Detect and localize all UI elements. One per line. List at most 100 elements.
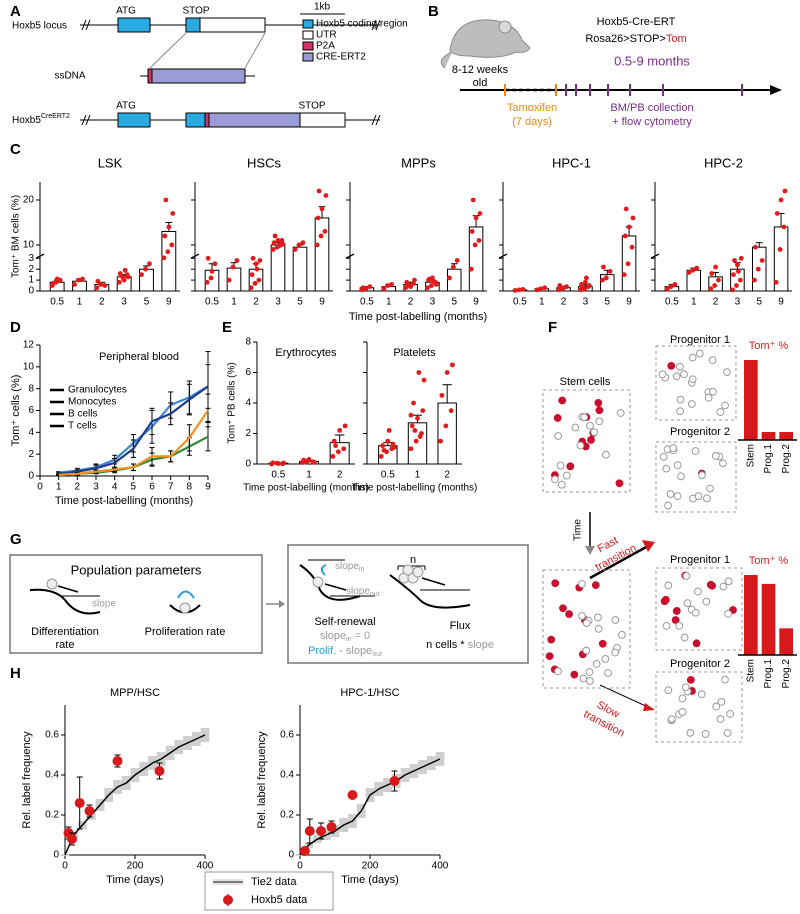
y-tick-label: 0.2 bbox=[45, 810, 59, 821]
slope-sub: out bbox=[370, 591, 380, 598]
data-point bbox=[326, 822, 337, 832]
cell bbox=[669, 444, 678, 452]
cell bbox=[594, 398, 603, 407]
data-point bbox=[412, 428, 418, 433]
tamoxifen-label: Tamoxifen bbox=[507, 102, 557, 114]
slope-out: slopeout bbox=[346, 586, 380, 598]
x-tick-label: 2 bbox=[444, 470, 450, 481]
x-tick-label: 5 bbox=[756, 297, 762, 308]
cell bbox=[686, 728, 695, 737]
y-tick-label: 1 bbox=[28, 275, 34, 286]
data-point bbox=[161, 255, 167, 261]
x-tick-label: 5 bbox=[451, 297, 457, 308]
x-tick-label: Prog.2 bbox=[781, 659, 792, 689]
data-point bbox=[304, 826, 315, 836]
data-point bbox=[443, 423, 449, 429]
data-point bbox=[272, 233, 278, 239]
knockin-sup: CreERT2 bbox=[41, 113, 70, 120]
cell bbox=[601, 655, 610, 663]
y-tick-label: 2 bbox=[28, 264, 34, 275]
x-tick-label: 2 bbox=[408, 297, 414, 308]
cell bbox=[594, 624, 603, 633]
stop-label: STOP bbox=[298, 101, 325, 112]
y-tick-label: 4 bbox=[245, 398, 251, 409]
y-tick-label: 0 bbox=[53, 850, 59, 861]
y-tick-label: 0 bbox=[28, 286, 34, 297]
exon bbox=[117, 17, 151, 33]
data-point bbox=[118, 273, 124, 279]
data-point bbox=[306, 457, 312, 462]
cell bbox=[616, 409, 625, 417]
data-point bbox=[534, 287, 540, 293]
data-point bbox=[342, 423, 348, 429]
x-tick-label: 0.5 bbox=[205, 297, 219, 308]
data-point bbox=[433, 282, 439, 287]
x-axis-label: Time post-labelling (months) bbox=[349, 311, 487, 323]
eq-sub: in bbox=[346, 636, 352, 643]
x-tick-label: 1 bbox=[56, 482, 62, 493]
data-point bbox=[276, 243, 282, 249]
cell bbox=[676, 362, 684, 371]
data-point bbox=[256, 277, 262, 283]
axis-break bbox=[345, 253, 355, 259]
data-point bbox=[84, 806, 95, 816]
data-point bbox=[280, 241, 286, 247]
x-tick-label: 5 bbox=[144, 297, 150, 308]
data-point bbox=[630, 215, 636, 221]
g-box bbox=[9, 554, 263, 654]
data-point bbox=[154, 766, 165, 776]
x-tick-label: Prog.1 bbox=[763, 659, 774, 689]
data-point bbox=[412, 277, 417, 283]
y-axis-label: Rel. label frequency bbox=[256, 731, 268, 829]
x-axis-label: Time post-labelling (months) bbox=[352, 483, 478, 494]
bar bbox=[744, 575, 758, 655]
cell bbox=[719, 459, 727, 468]
chart-title: Tom⁺ % bbox=[749, 340, 789, 352]
model-line bbox=[299, 758, 441, 856]
cell bbox=[660, 597, 669, 606]
n-label: n bbox=[410, 554, 416, 566]
x-tick-label: 2 bbox=[337, 470, 343, 481]
axis-break bbox=[190, 253, 200, 259]
y-tick-label: 2 bbox=[28, 449, 34, 460]
cell bbox=[708, 581, 716, 590]
cell bbox=[724, 577, 733, 586]
data-point bbox=[385, 283, 391, 288]
x-tick-label: 0.5 bbox=[513, 297, 527, 308]
legend-label: Hoxb5 data bbox=[251, 894, 308, 906]
x-tick-label: 9 bbox=[319, 297, 325, 308]
y-tick-label: 10 bbox=[23, 361, 35, 372]
panel-title: LSK bbox=[98, 155, 123, 170]
x-tick-label: 1 bbox=[231, 297, 237, 308]
data-point bbox=[777, 247, 783, 252]
data-point bbox=[712, 283, 718, 288]
data-point bbox=[212, 261, 218, 267]
data-point bbox=[472, 242, 478, 248]
cell bbox=[682, 572, 691, 580]
data-point bbox=[319, 206, 325, 212]
data-point bbox=[314, 242, 320, 248]
data-point bbox=[322, 229, 328, 234]
reporter-tom: Tom bbox=[666, 33, 687, 45]
x-tick-label: Prog.1 bbox=[763, 444, 774, 474]
y-tick-label: 8 bbox=[28, 383, 34, 394]
data-point bbox=[690, 267, 696, 273]
cell bbox=[677, 472, 685, 481]
data-point bbox=[408, 446, 414, 452]
data-point bbox=[367, 284, 373, 290]
data-point bbox=[752, 277, 757, 283]
cell bbox=[723, 729, 732, 737]
data-point bbox=[169, 242, 175, 248]
cell bbox=[698, 471, 706, 480]
data-point bbox=[316, 826, 326, 836]
cell bbox=[721, 401, 729, 410]
cell bbox=[554, 667, 562, 676]
g-arrowhead bbox=[279, 600, 285, 608]
bar bbox=[744, 360, 758, 440]
data-point bbox=[389, 776, 400, 786]
x-tick-label: 2 bbox=[99, 297, 105, 308]
slope-sub: in bbox=[359, 566, 365, 573]
y-tick-label: 3 bbox=[28, 253, 34, 264]
data-point bbox=[112, 756, 123, 766]
y-tick-label: 12 bbox=[23, 340, 35, 351]
